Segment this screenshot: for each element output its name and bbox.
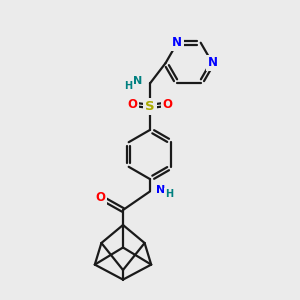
Text: S: S (145, 100, 155, 113)
Text: N: N (133, 76, 142, 86)
Text: O: O (128, 98, 138, 111)
Text: O: O (162, 98, 172, 111)
Text: O: O (95, 191, 105, 204)
Text: H: H (124, 81, 133, 92)
Text: N: N (172, 36, 182, 49)
Text: N: N (156, 185, 165, 195)
Text: H: H (165, 189, 174, 200)
Text: N: N (207, 56, 218, 70)
